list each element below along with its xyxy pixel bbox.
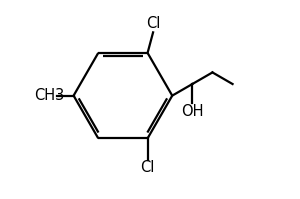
Text: Cl: Cl [146,16,160,31]
Text: Cl: Cl [140,160,155,175]
Text: CH3: CH3 [34,88,64,103]
Text: OH: OH [181,104,204,119]
